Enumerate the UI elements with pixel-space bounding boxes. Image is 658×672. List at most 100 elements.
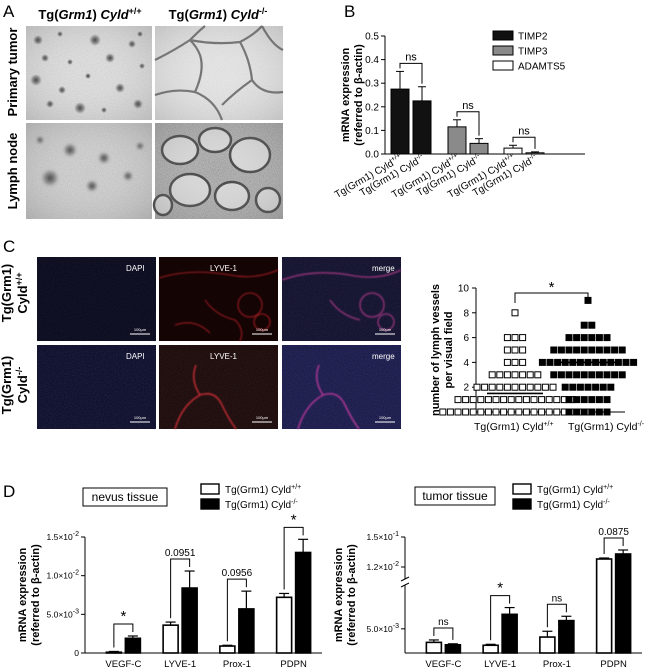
d-tumor-legend: Tg(Grm1) Cyld+/+ Tg(Grm1) Cyld-/- <box>512 483 613 511</box>
d-bar-vegf-c-ko <box>444 643 462 654</box>
fluor-tile-lyve1-wt: LYVE-1 <box>158 257 279 342</box>
c-point-ko <box>622 358 630 366</box>
c-point-ko <box>599 383 607 391</box>
c-point-ko <box>554 358 562 366</box>
c-point-ko <box>550 371 558 379</box>
c-point-ko <box>580 371 588 379</box>
scale-bar-label: 100µm <box>134 327 147 332</box>
d-bar-lyve-1-ko <box>181 587 198 654</box>
d-significance-bracket <box>546 603 567 628</box>
b-legend-swatch <box>492 30 514 41</box>
tile-label-merge-wt: merge <box>372 264 395 273</box>
d-nevus-legend: Tg(Grm1) Cyld+/+ Tg(Grm1) Cyld-/- <box>200 483 301 511</box>
d-significance-label: 0.0951 <box>165 548 196 559</box>
d-bar-prox-1-ko <box>558 619 575 654</box>
c-y-tick-label: 2 <box>463 383 469 394</box>
d-nevus-title: nevus tissue <box>82 487 168 507</box>
d-x-tick-label: Prox-1 <box>543 659 571 670</box>
d-y-axis-label-text: mRNA expression(referred to β-actin) <box>333 544 358 646</box>
c-point-ko <box>550 346 558 354</box>
c-point-ko <box>580 334 588 342</box>
b-bar-adamts5-wt <box>503 147 523 155</box>
d-bar-vegf-c-ko <box>124 637 142 654</box>
c-point-ko <box>584 383 592 391</box>
tile-label-lyve1-wt: LYVE-1 <box>210 264 238 273</box>
c-point-wt <box>538 396 546 404</box>
c-point-ko <box>618 346 626 354</box>
tile-label-lyve1-ko: LYVE-1 <box>210 352 238 361</box>
c-point-wt <box>530 408 538 416</box>
c-point-wt <box>507 396 515 404</box>
d-significance-label: ns <box>438 617 449 628</box>
c-point-wt <box>454 408 462 416</box>
tile-label-dapi-wt: DAPI <box>126 264 145 273</box>
c-point-ko <box>580 396 588 404</box>
d-significance-label: * <box>497 580 503 597</box>
d-axis-break-mark <box>400 576 410 582</box>
c-point-wt <box>496 371 504 379</box>
c-point-wt <box>488 383 496 391</box>
c-point-ko <box>538 358 546 366</box>
fluor-tile-lyve1-ko: LYVE-1 <box>159 345 278 430</box>
c-point-ko <box>561 383 569 391</box>
fluor-tile-dapi-wt: DAPI <box>37 257 156 341</box>
tile-label-merge-ko: merge <box>372 352 395 361</box>
c-point-ko <box>580 321 588 329</box>
b-x-tick-labels: Tg(Grm1) Cyld+/+Tg(Grm1) Cyld-/-Tg(Grm1)… <box>333 152 538 201</box>
d-x-tick-label: PDPN <box>600 659 627 670</box>
d-significance-label: * <box>291 511 297 528</box>
c-point-wt <box>492 396 500 404</box>
b-bars: ns ns ns <box>390 51 545 155</box>
d-x-tick-label: LYVE-1 <box>164 659 196 670</box>
c-point-wt <box>515 408 523 416</box>
c-point-wt <box>534 371 542 379</box>
d-significance-bracket <box>490 595 511 641</box>
c-point-wt <box>519 334 527 342</box>
panel-a-row-label-primary-tumor: Primary tumor <box>5 28 20 117</box>
d-title-text: nevus tissue <box>92 490 159 504</box>
d-bar-lyve-1-ko <box>501 613 518 654</box>
scale-bar-labels: 100µm 100µm 100µm 100µm 100µm 100µm <box>134 327 392 420</box>
c-point-wt <box>541 383 549 391</box>
c-point-wt <box>519 358 527 366</box>
c-point-wt <box>462 396 470 404</box>
c-significance-label: * <box>549 279 555 296</box>
c-y-tick-label: 8 <box>463 308 469 319</box>
b-y-tick-label: 0.1 <box>365 126 379 137</box>
c-point-ko <box>595 346 603 354</box>
c-point-wt <box>503 334 511 342</box>
c-point-wt <box>503 358 511 366</box>
b-significance-bracket <box>512 136 536 149</box>
d-x-tick-label: VEGF-C <box>425 659 461 670</box>
c-point-ko <box>611 346 619 354</box>
d-x-tick-label: LYVE-1 <box>484 659 516 670</box>
panel-a-col-header-ko: Tg(Grm1) Cyld-/- <box>169 6 268 22</box>
c-point-ko <box>576 383 584 391</box>
d-bar-pdpn-wt <box>275 596 293 654</box>
c-y-tick-label: 6 <box>463 333 469 344</box>
c-point-wt <box>484 408 492 416</box>
d-y-tick-label: 5.0×10-3 <box>47 608 80 619</box>
d-significance-label: * <box>120 608 126 625</box>
c-point-ko <box>573 346 581 354</box>
d-significance-bracket <box>433 627 454 640</box>
scale-bar-label: 100µm <box>379 327 392 332</box>
c-point-wt <box>511 371 519 379</box>
b-significance-label: ns <box>405 51 417 63</box>
d-title-text: tumor tissue <box>422 489 488 503</box>
c-point-wt <box>519 371 527 379</box>
c-point-wt <box>553 408 561 416</box>
d-title-box <box>82 487 168 507</box>
c-point-wt <box>477 396 485 404</box>
c-point-ko <box>580 346 588 354</box>
d-axis-break-mark <box>400 582 410 588</box>
d-significance-bracket <box>113 623 134 648</box>
c-point-wt <box>522 396 530 404</box>
d-bar-vegf-c-wt <box>105 651 123 654</box>
c-point-ko <box>588 346 596 354</box>
c-point-wt <box>492 408 500 416</box>
c-point-ko <box>595 396 603 404</box>
b-y-tick-label: 0.4 <box>365 55 379 66</box>
b-y-tick-label: 0.3 <box>365 79 379 90</box>
